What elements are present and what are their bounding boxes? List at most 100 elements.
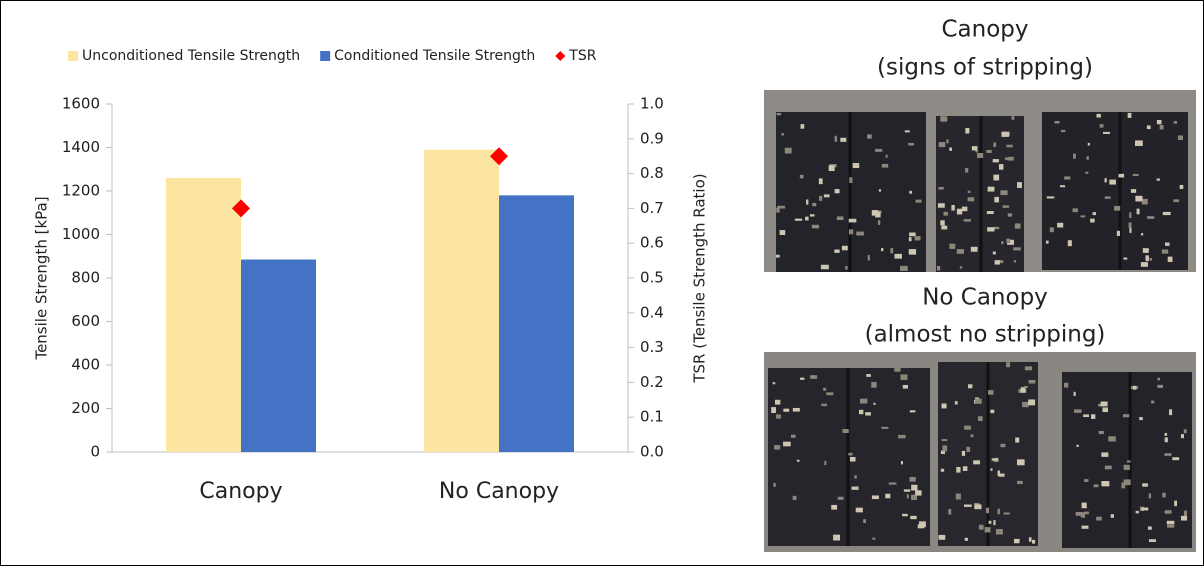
y2-tick-label: 0.9: [640, 129, 664, 147]
speckle: [1032, 540, 1035, 544]
speckle: [937, 266, 940, 271]
speckle: [823, 388, 826, 391]
speckle: [1085, 172, 1088, 174]
speckle: [848, 453, 852, 456]
speckle: [849, 177, 852, 183]
speckle: [1101, 452, 1108, 456]
speckle: [1165, 437, 1168, 442]
speckle: [773, 382, 776, 384]
speckle: [872, 495, 879, 499]
speckle: [867, 134, 872, 138]
speckle: [1068, 240, 1072, 246]
speckle: [859, 410, 863, 414]
photo-title: No Canopy: [922, 285, 1048, 311]
speckle: [963, 466, 968, 471]
speckle: [806, 199, 808, 204]
speckle: [1163, 212, 1171, 215]
speckle: [970, 434, 973, 437]
speckle: [1091, 414, 1095, 419]
speckle: [996, 529, 1003, 535]
speckle: [1111, 514, 1114, 518]
speckle: [773, 483, 775, 487]
speckle: [1064, 176, 1070, 179]
speckle: [1184, 429, 1187, 433]
speckle: [1150, 258, 1152, 261]
speckle: [1174, 501, 1177, 507]
speckle: [881, 427, 888, 429]
speckle: [1137, 209, 1140, 215]
speckle: [968, 384, 972, 388]
speckle: [1149, 539, 1156, 542]
speckle: [975, 150, 977, 152]
y-tick-label: 1400: [62, 138, 100, 156]
legend-swatch: [320, 51, 330, 61]
speckle: [856, 508, 863, 513]
photo-subtitle: (almost no stripping): [865, 322, 1106, 348]
speckle: [1000, 444, 1005, 447]
speckle: [1129, 222, 1132, 228]
speckle: [993, 520, 995, 525]
speckle: [845, 266, 847, 270]
speckle: [1029, 537, 1032, 541]
speckle: [826, 392, 833, 395]
speckle: [882, 164, 888, 168]
speckle: [781, 133, 783, 135]
speckle: [992, 458, 998, 460]
speckle: [873, 403, 875, 405]
speckle: [998, 509, 1001, 515]
speckle: [1028, 399, 1035, 405]
speckle: [910, 516, 916, 519]
speckle: [975, 399, 982, 404]
speckle: [971, 247, 978, 252]
speckle: [941, 226, 947, 230]
speckle: [824, 461, 826, 465]
speckle: [905, 130, 910, 132]
speckle: [1141, 262, 1148, 267]
speckle: [1060, 185, 1065, 187]
speckle: [1141, 233, 1143, 235]
speckle: [1074, 409, 1082, 412]
speckle: [979, 525, 984, 530]
speckle: [1178, 135, 1183, 140]
speckle: [942, 439, 948, 441]
speckle: [1093, 212, 1096, 215]
speckle: [939, 535, 946, 540]
speckle: [904, 489, 910, 491]
speckle: [1165, 433, 1168, 436]
speckle: [915, 490, 921, 495]
speckle: [1100, 124, 1104, 127]
speckle: [977, 153, 983, 158]
y-tick-label: 1000: [62, 225, 100, 243]
speckle: [1114, 206, 1120, 211]
speckle: [962, 451, 965, 456]
y2-tick-label: 0.2: [640, 373, 664, 391]
speckle: [994, 197, 999, 202]
speckle: [1157, 378, 1160, 381]
speckle: [819, 178, 823, 184]
speckle: [999, 164, 1003, 170]
speckle: [993, 252, 996, 255]
speckle: [910, 477, 916, 482]
legend-label: Unconditioned Tensile Strength: [82, 48, 300, 64]
speckle: [849, 219, 857, 223]
speckle: [909, 191, 912, 194]
speckle: [776, 255, 780, 258]
speckle: [1147, 125, 1151, 129]
legend-label: TSR: [568, 48, 596, 64]
speckle: [1014, 539, 1020, 543]
y2-axis-title: TSR (Tensile Strength Ratio): [691, 173, 709, 383]
speckle: [1167, 521, 1175, 524]
speckle: [1022, 402, 1029, 407]
speckle: [819, 196, 822, 201]
speckle: [1117, 231, 1120, 236]
speckle: [985, 527, 991, 532]
speckle: [1017, 481, 1023, 484]
speckle: [1057, 223, 1063, 228]
speckle: [833, 535, 840, 541]
speckle: [1160, 125, 1164, 129]
speckle: [1017, 459, 1025, 465]
speckle: [840, 138, 846, 142]
speckle: [902, 514, 908, 516]
speckle: [1108, 436, 1116, 441]
speckle: [812, 225, 819, 229]
